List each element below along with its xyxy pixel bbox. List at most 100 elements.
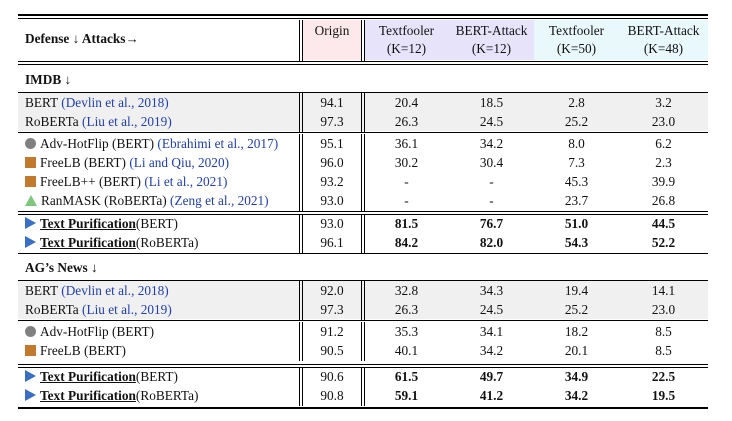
vrule-a1 <box>299 20 300 61</box>
value-cell: 25.2 <box>564 302 589 317</box>
square-marker-icon <box>25 157 36 168</box>
value-cell: 34.9 <box>564 369 589 384</box>
square-marker-icon <box>25 345 36 356</box>
value-cell: 93.0 <box>320 216 344 231</box>
header-rule <box>18 61 708 62</box>
attack-header-4: BERT-Attack (K=48) <box>619 22 708 58</box>
section-title: AG’s News ↓ <box>25 260 98 275</box>
value-cell: 49.7 <box>479 369 504 384</box>
value-cell: 24.5 <box>479 302 504 317</box>
value-cell: 40.1 <box>394 343 419 358</box>
triangle-marker-icon <box>25 195 37 206</box>
bottom-rule <box>18 407 708 409</box>
vrule-b1 <box>361 20 362 61</box>
vrule <box>299 322 300 361</box>
vrule <box>302 281 303 320</box>
value-cell: 76.7 <box>479 216 504 231</box>
value-cell: 2.3 <box>655 155 672 170</box>
citation: (Ebrahimi et al., 2017) <box>157 136 279 151</box>
model-name: Adv-HotFlip (BERT) <box>25 324 154 341</box>
imdb-ours-rule <box>18 253 708 254</box>
play-marker-icon <box>25 217 36 229</box>
model-label: Adv-HotFlip (BERT) <box>40 136 155 151</box>
vrule <box>364 367 365 406</box>
citation: (Liu et al., 2019) <box>82 302 172 317</box>
model-label: RoBERTa <box>25 114 79 129</box>
base-model-label: (RoBERTa) <box>135 388 199 403</box>
model-label: RoBERTa <box>25 302 79 317</box>
base-model-label: (BERT) <box>135 216 178 231</box>
header-row: Defense ↓ Attacks→ Origin Textfooler (K=… <box>0 20 732 60</box>
value-cell: - <box>489 193 494 208</box>
model-label: FreeLB (BERT) <box>40 155 126 170</box>
section-title: IMDB ↓ <box>25 72 72 87</box>
attack-3-k: (K=50) <box>556 41 597 56</box>
vrule <box>364 281 365 320</box>
attack-2-k: (K=12) <box>471 41 512 56</box>
model-name: RoBERTa (Liu et al., 2019) <box>25 114 172 131</box>
citation: (Li and Qiu, 2020) <box>129 155 230 170</box>
imdb-baseline-rule <box>18 132 708 133</box>
value-cell: 8.5 <box>655 324 672 339</box>
value-cell: 8.5 <box>655 343 672 358</box>
circle-marker-icon <box>25 326 36 337</box>
vrule <box>361 214 362 253</box>
vrule <box>302 214 303 253</box>
value-cell: 94.1 <box>320 95 344 110</box>
model-name: Text Purification(BERT) <box>25 369 178 386</box>
value-cell: 92.0 <box>320 283 344 298</box>
corner-label: Defense ↓ Attacks→ <box>25 31 139 46</box>
vrule <box>299 214 300 253</box>
value-cell: 30.2 <box>394 155 419 170</box>
model-label: FreeLB (BERT) <box>40 343 126 358</box>
model-name: BERT (Devlin et al., 2018) <box>25 95 169 112</box>
value-cell: 84.2 <box>394 235 419 250</box>
vrule <box>361 367 362 406</box>
value-cell: 97.3 <box>320 114 344 129</box>
method-label: Text Purification <box>40 388 136 403</box>
value-cell: 61.5 <box>394 369 419 384</box>
vrule <box>299 93 300 132</box>
citation: (Devlin et al., 2018) <box>61 95 169 110</box>
value-cell: 34.2 <box>479 136 504 151</box>
value-cell: 90.8 <box>320 388 344 403</box>
value-cell: 59.1 <box>394 388 419 403</box>
value-cell: 39.9 <box>651 174 676 189</box>
value-cell: 97.3 <box>320 302 344 317</box>
value-cell: - <box>489 174 494 189</box>
value-cell: 32.8 <box>394 283 419 298</box>
base-model-label: (RoBERTa) <box>135 235 199 250</box>
top-rule <box>18 14 708 16</box>
value-cell: 8.0 <box>568 136 585 151</box>
model-label: FreeLB++ (BERT) <box>40 174 141 189</box>
model-label: BERT <box>25 95 58 110</box>
value-cell: 26.8 <box>651 193 676 208</box>
value-cell: 93.2 <box>320 174 344 189</box>
model-name: Text Purification(BERT) <box>25 216 178 233</box>
value-cell: 95.1 <box>320 136 344 151</box>
vrule <box>302 93 303 132</box>
attack-1-name: Textfooler <box>378 23 435 38</box>
ag-defense-rule <box>18 364 708 365</box>
vrule <box>364 93 365 132</box>
model-name: FreeLB++ (BERT) (Li et al., 2021) <box>25 174 227 191</box>
attack-1-k: (K=12) <box>386 41 427 56</box>
method-label: Text Purification <box>40 235 136 250</box>
value-cell: 41.2 <box>479 388 504 403</box>
model-name: FreeLB (BERT) <box>25 343 126 360</box>
vrule <box>361 93 362 132</box>
value-cell: 23.0 <box>651 302 676 317</box>
value-cell: 3.2 <box>655 95 672 110</box>
value-cell: 25.2 <box>564 114 589 129</box>
value-cell: 90.5 <box>320 343 344 358</box>
imdb-title-rule <box>18 92 708 93</box>
circle-marker-icon <box>25 138 36 149</box>
ag-baseline-rule <box>18 320 708 321</box>
value-cell: 18.2 <box>564 324 589 339</box>
value-cell: 20.4 <box>394 95 419 110</box>
play-marker-icon <box>25 370 36 382</box>
value-cell: 90.6 <box>320 369 344 384</box>
model-name: RanMASK (RoBERTa) (Zeng et al., 2021) <box>25 193 269 210</box>
value-cell: 23.7 <box>564 193 589 208</box>
origin-header-bg <box>302 20 362 60</box>
